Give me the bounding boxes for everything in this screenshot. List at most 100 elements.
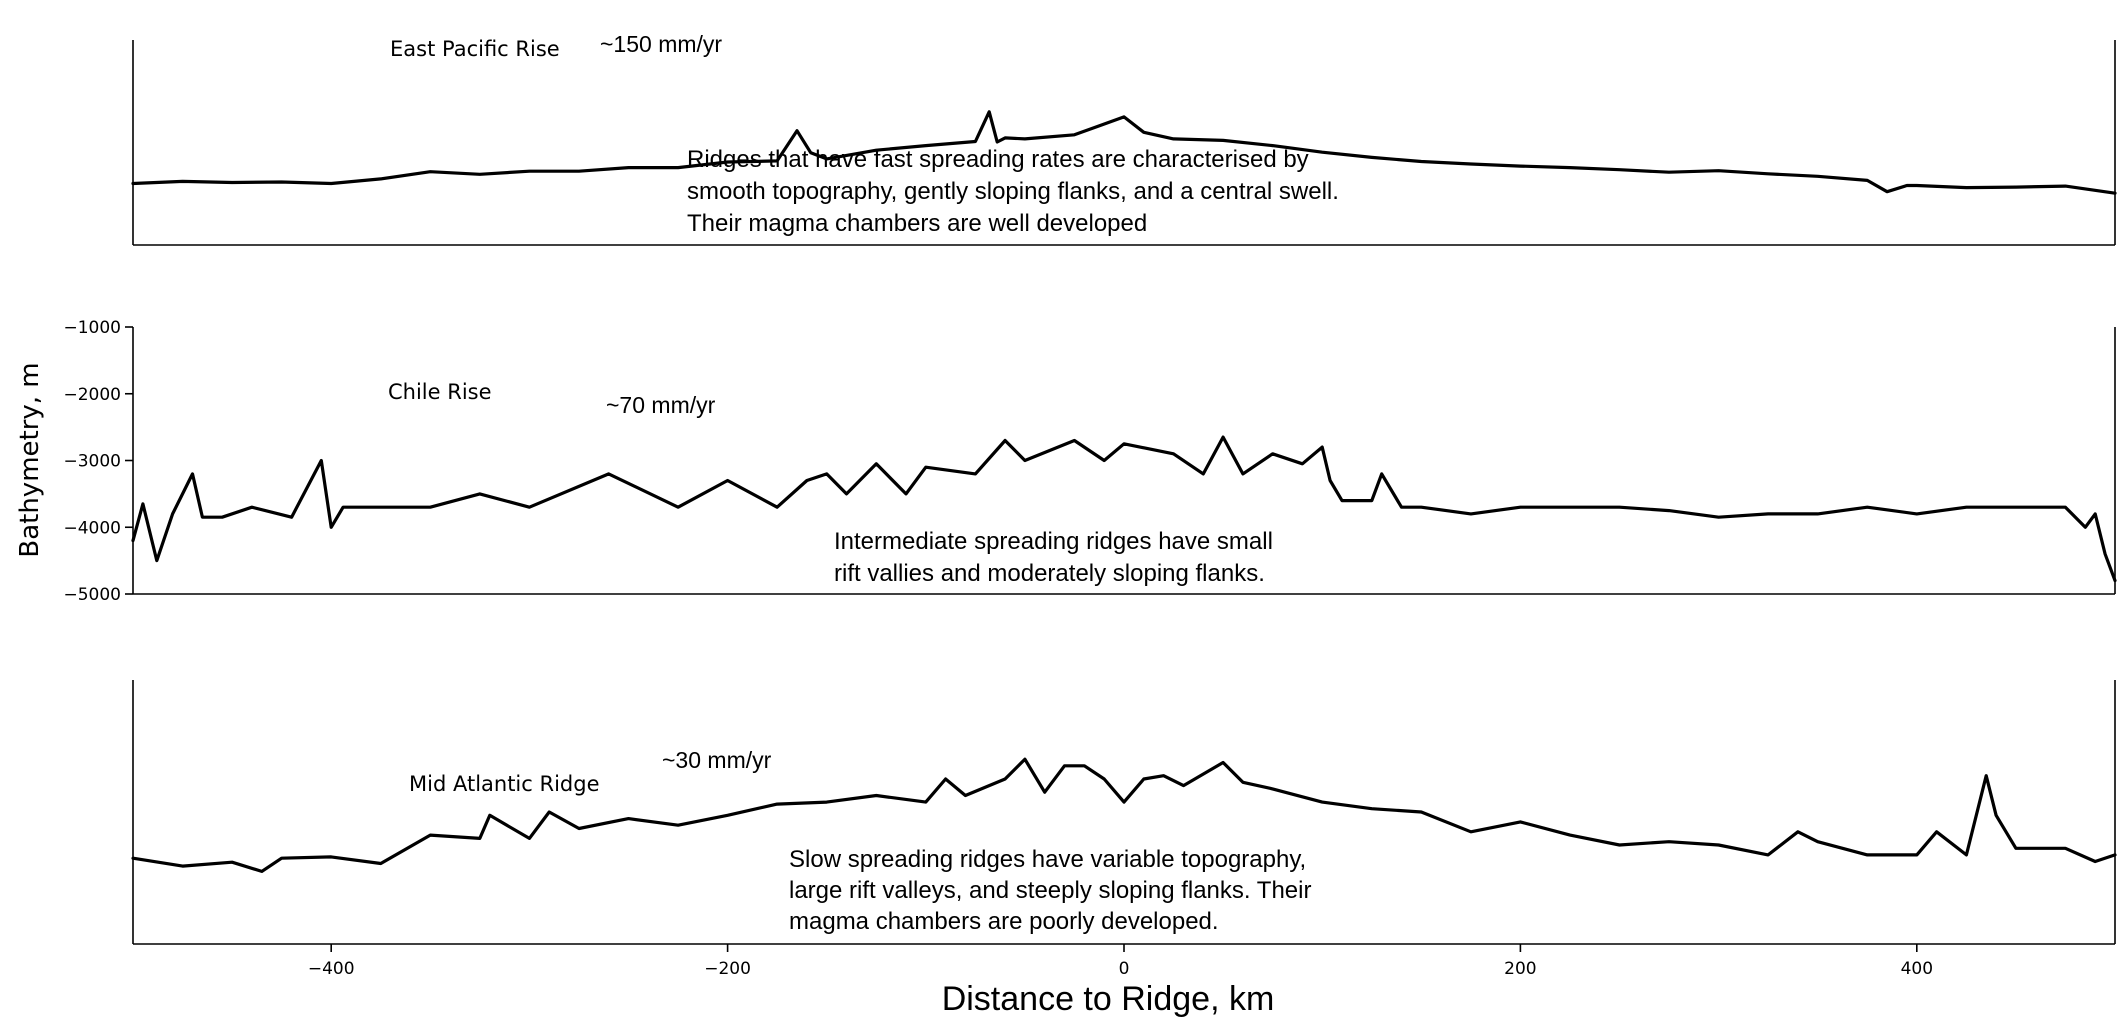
epr-data-point [996, 141, 998, 143]
chile-data-point [1866, 506, 1869, 509]
chile-data-point [171, 513, 174, 515]
y-axis-label: Bathymetry, m [15, 362, 45, 557]
epr-data-point [330, 182, 333, 185]
epr-data-point [1965, 186, 1968, 189]
mar-annotation-line: magma chambers are poorly developed. [789, 908, 1219, 935]
epr-data-point [1371, 156, 1373, 159]
chile-data-point [1271, 453, 1274, 455]
epr-data-point [796, 129, 798, 132]
chile-data-point [1172, 453, 1175, 455]
mar-data-point [231, 861, 233, 863]
mar-data-point [1063, 765, 1066, 767]
mar-data-point [330, 856, 333, 858]
mar-data-point [1420, 811, 1423, 813]
mar-ridge-name: Mid Atlantic Ridge [409, 772, 600, 796]
epr-data-point [1717, 169, 1720, 172]
chile-data-point [1420, 506, 1423, 509]
chile-data-point [1371, 499, 1373, 502]
mar-data-point [2114, 854, 2116, 856]
chile-data-point [221, 516, 223, 518]
mid-atlantic-ridge-panel: Mid Atlantic Ridge ~30 mm/yr Slow spreadin… [131, 680, 2117, 979]
epr-data-point [1886, 190, 1888, 193]
epr-data-point [1470, 163, 1472, 165]
chile-data-point [1123, 443, 1125, 445]
mar-data-point [776, 803, 778, 805]
epr-data-point [1222, 139, 1224, 142]
x-tick-label: −200 [704, 959, 751, 979]
chile-data-point [251, 506, 253, 509]
mar-data-point [1816, 840, 1819, 843]
chile-data-point [845, 493, 848, 495]
epr-data-point [1569, 166, 1571, 169]
mar-data-point [944, 778, 947, 780]
epr-data-point [528, 170, 531, 172]
chile-data-point [1668, 509, 1670, 512]
mar-data-point [1271, 788, 1274, 790]
chile-data-point [201, 516, 204, 518]
chile-data-point [290, 516, 293, 518]
mar-data-point [1797, 831, 1799, 833]
chile-data-point [2015, 506, 2017, 509]
chile-ridge-name: Chile Rise [388, 380, 492, 404]
epr-spreading-rate: ~150 mm/yr [600, 31, 722, 57]
chile-data-point [320, 459, 323, 462]
epr-data-point [974, 140, 977, 143]
epr-data-point [2064, 185, 2067, 187]
chile-data-point [1242, 473, 1244, 475]
chile-data-point [1103, 459, 1105, 462]
mar-data-point [1162, 774, 1165, 777]
chile-data-point [342, 506, 344, 509]
chile-data-point [905, 493, 907, 495]
chile-data-point [1301, 463, 1304, 465]
x-tick-label: 0 [1119, 959, 1130, 979]
epr-data-point [429, 170, 432, 173]
epr-data-point [1123, 116, 1125, 118]
chile-data-point [1519, 506, 1522, 509]
epr-data-point [1271, 144, 1274, 147]
chile-data-point [479, 493, 481, 495]
chile-data-point [132, 539, 134, 542]
chile-data-point [1329, 479, 1331, 482]
chile-data-point [1916, 513, 1918, 515]
mar-data-point [1668, 840, 1670, 843]
mar-data-point [1024, 758, 1026, 760]
chile-spreading-rate: ~70 mm/yr [606, 392, 716, 418]
mar-data-point [548, 811, 550, 813]
chile-data-point [1767, 513, 1769, 515]
epr-data-point [1916, 184, 1918, 187]
epr-data-point [479, 173, 481, 176]
epr-data-point [825, 158, 828, 160]
chile-data-point [1024, 459, 1026, 462]
chile-data-point [607, 473, 610, 475]
chile-data-point [330, 526, 333, 529]
epr-data-point [925, 144, 927, 147]
epr-data-point [1618, 168, 1621, 171]
epr-data-point [578, 170, 580, 172]
epr-data-point [2015, 186, 2017, 188]
chile-data-point [156, 559, 158, 562]
mar-data-point [1767, 854, 1769, 856]
mar-data-point [479, 837, 481, 840]
epr-annotation-line: Ridges that have fast spreading rates ar… [687, 146, 1309, 173]
mar-data-point [1371, 807, 1373, 810]
mar-data-point [1935, 831, 1938, 833]
epr-annotation-line: Their magma chambers are well developed [687, 210, 1147, 237]
epr-data-point [1073, 134, 1076, 136]
mar-data-point [1182, 784, 1185, 787]
mar-data-point [1866, 854, 1869, 856]
east-pacific-rise-panel: East Pacific Rise ~150 mm/yr Ridges that h… [131, 31, 2117, 246]
epr-data-point [1321, 151, 1323, 153]
mar-data-point [132, 857, 134, 859]
epr-data-point [677, 166, 679, 169]
epr-data-point [875, 149, 878, 151]
mar-data-point [1083, 765, 1086, 767]
chile-data-point [1341, 499, 1343, 502]
mar-data-point [1569, 834, 1571, 836]
y-tick-label: −3000 [63, 452, 121, 472]
chile-data-point [677, 506, 679, 509]
epr-data-point [1668, 171, 1670, 173]
epr-data-point [810, 152, 812, 154]
chile-data-point [1965, 506, 1968, 509]
chile-data-point [2104, 553, 2106, 555]
